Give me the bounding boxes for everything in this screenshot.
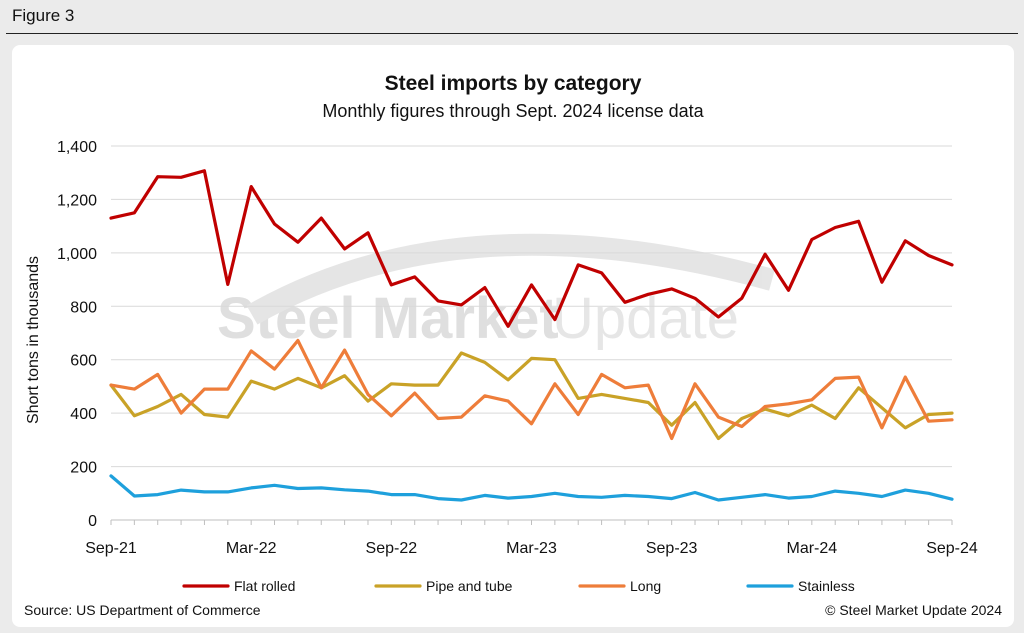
- x-tick-label: Mar-22: [226, 540, 277, 557]
- source-note: Source: US Department of Commerce: [24, 602, 261, 618]
- x-tick-label: Sep-24: [926, 540, 978, 557]
- y-tick-label: 1,000: [57, 246, 97, 263]
- gridlines: [111, 145, 952, 521]
- y-tick-label: 1,400: [57, 139, 97, 156]
- series-line-flat-rolled: [109, 169, 954, 328]
- y-axis-ticks: 0 200 400 600 800 1,000 1,200 1,400: [57, 139, 97, 530]
- line-chart: Steel Market Update Steel imports by cat…: [24, 72, 1002, 618]
- x-tick-label: Sep-21: [85, 540, 137, 557]
- x-tick-label: Mar-23: [506, 540, 557, 557]
- y-tick-label: 1,200: [57, 192, 97, 209]
- legend-label-stainless: Stainless: [798, 578, 855, 594]
- y-axis-title: Short tons in thousands: [25, 256, 42, 424]
- x-tick-label: Sep-22: [366, 540, 418, 557]
- x-tick-label: Sep-23: [646, 540, 698, 557]
- watermark-logo: Steel Market Update: [217, 233, 775, 351]
- figure-label: Figure 3: [12, 6, 75, 25]
- y-tick-label: 800: [70, 299, 97, 316]
- series-line-stainless: [109, 474, 954, 502]
- series-lines: [109, 169, 954, 502]
- series-line-long: [109, 338, 954, 441]
- legend-label-long: Long: [630, 578, 661, 594]
- legend-label-pipe-and-tube: Pipe and tube: [426, 578, 513, 594]
- legend: Flat rolled Pipe and tube Long Stainless: [182, 578, 855, 594]
- watermark-swoosh: [246, 233, 775, 325]
- chart-subtitle: Monthly figures through Sept. 2024 licen…: [322, 101, 704, 121]
- series-line-pipe-and-tube: [109, 351, 954, 441]
- y-tick-label: 0: [88, 513, 97, 530]
- y-tick-label: 400: [70, 406, 97, 423]
- copyright-note: © Steel Market Update 2024: [825, 602, 1002, 618]
- x-tick-label: Mar-24: [786, 540, 837, 557]
- legend-label-flat-rolled: Flat rolled: [234, 578, 295, 594]
- chart-panel: Steel Market Update Steel imports by cat…: [12, 45, 1014, 627]
- chart-title: Steel imports by category: [385, 72, 642, 95]
- x-axis-ticks: Sep-21 Mar-22 Sep-22 Mar-23 Sep-23 Mar-24 Sep-…: [85, 520, 978, 557]
- y-tick-label: 200: [70, 460, 97, 477]
- y-tick-label: 600: [70, 353, 97, 370]
- header-rule: [6, 33, 1018, 34]
